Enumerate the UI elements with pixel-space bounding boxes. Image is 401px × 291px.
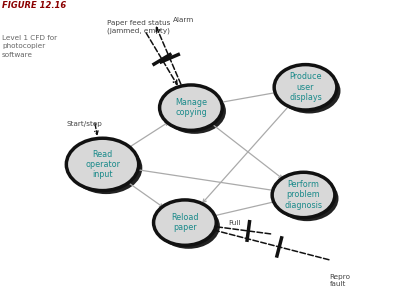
Circle shape — [159, 85, 222, 130]
Text: FIGURE 12.16: FIGURE 12.16 — [2, 1, 66, 10]
Circle shape — [275, 176, 338, 221]
Circle shape — [70, 142, 142, 194]
Circle shape — [277, 68, 340, 113]
Text: Repro
fault: Repro fault — [329, 274, 350, 287]
Circle shape — [66, 138, 138, 191]
Text: Alarm: Alarm — [172, 17, 194, 23]
Circle shape — [163, 88, 225, 134]
Circle shape — [273, 65, 336, 110]
Text: Perform
problem
diagnosis: Perform problem diagnosis — [284, 180, 322, 210]
Text: Paper feed status
(jammed, empty): Paper feed status (jammed, empty) — [106, 20, 170, 34]
Text: Full: Full — [228, 221, 240, 226]
Text: Manage
copying: Manage copying — [174, 98, 207, 117]
Text: Read
operator
input: Read operator input — [85, 150, 120, 179]
Circle shape — [271, 172, 334, 218]
Text: Produce
user
displays: Produce user displays — [288, 72, 321, 102]
Text: Reload
paper: Reload paper — [171, 213, 198, 232]
Circle shape — [153, 200, 216, 245]
Circle shape — [157, 203, 219, 249]
Text: Start/stop: Start/stop — [66, 121, 102, 127]
Text: Level 1 CFD for
photocopier
software: Level 1 CFD for photocopier software — [2, 35, 57, 58]
